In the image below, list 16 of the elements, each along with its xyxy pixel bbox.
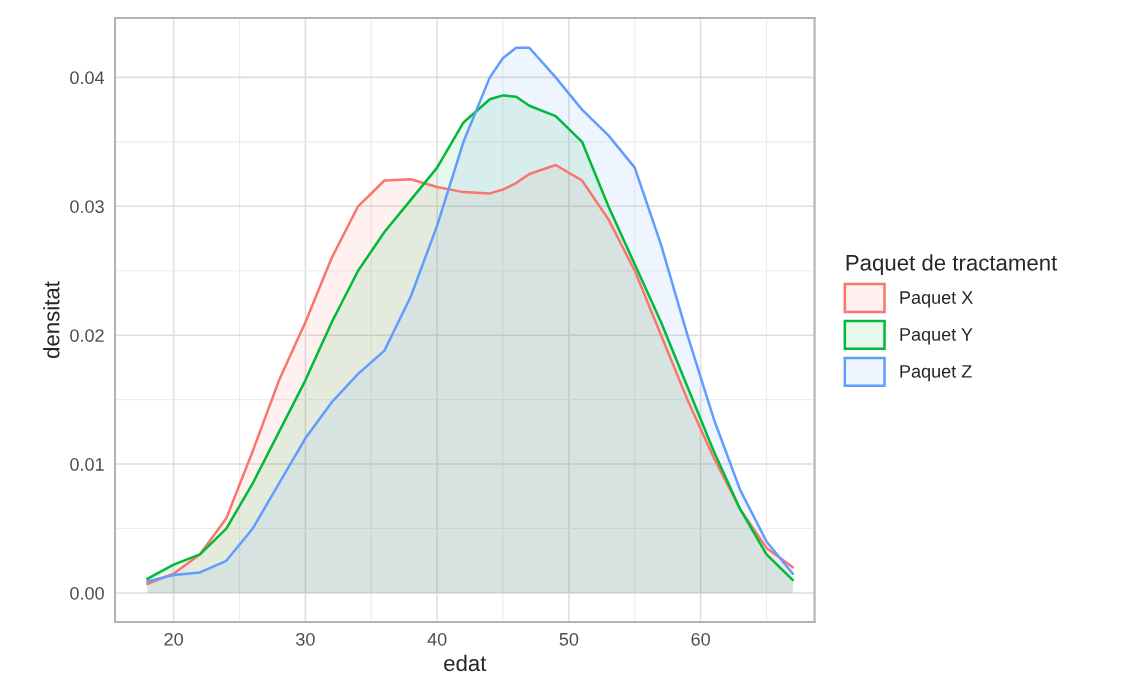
x-tick-label: 40 [427, 632, 447, 646]
legend-label: Paquet Z [900, 365, 972, 382]
y-tick-label: 0.03 [70, 200, 104, 213]
y-tick-label: 0.02 [70, 329, 104, 342]
x-axis-title: edat [444, 654, 487, 672]
legend-title: Paquet de tractament [846, 254, 1058, 276]
x-tick-label: 50 [559, 632, 579, 646]
legend-label: Paquet X [900, 291, 973, 308]
legend-label: Paquet Y [900, 328, 973, 345]
y-axis-title: densitat [43, 281, 60, 359]
x-tick-label: 20 [164, 632, 183, 646]
x-tick-label: 30 [296, 632, 315, 646]
x-tick-label: 60 [691, 632, 710, 646]
y-tick-label: 0.04 [70, 71, 105, 85]
y-tick-label: 0.00 [70, 586, 104, 600]
y-tick-label: 0.01 [70, 458, 104, 471]
